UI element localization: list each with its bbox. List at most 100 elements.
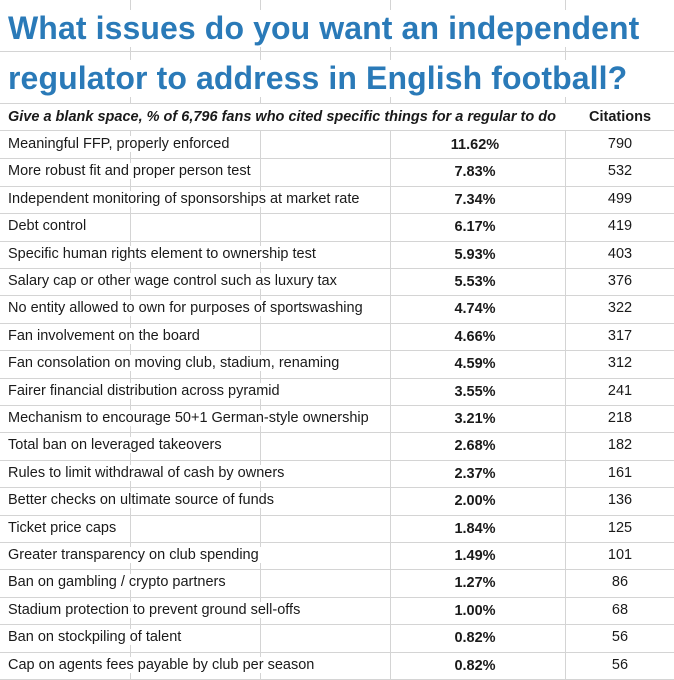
grid-row-line [0,213,674,214]
table-row: Specific human rights element to ownersh… [0,241,674,268]
issue-label: More robust fit and proper person test [8,163,253,179]
percent-value: 2.37% [454,466,496,482]
title-area: What issues do you want an independent r… [0,0,674,104]
table-row: More robust fit and proper person test 7.… [0,158,674,185]
citations-value: 532 [607,163,633,179]
percent-value: 0.82% [454,630,496,646]
percent-value: 5.93% [454,247,496,263]
table-row: Salary cap or other wage control such as… [0,268,674,295]
percent-value: 1.27% [454,575,496,591]
grid-row-line [0,515,674,516]
percent-value: 0.82% [454,658,496,674]
issue-label: Specific human rights element to ownersh… [8,246,318,262]
issue-label: Mechanism to encourage 50+1 German-style… [8,410,371,426]
citations-value: 419 [607,218,633,234]
percent-value: 6.17% [454,219,496,235]
issue-label: Fan consolation on moving club, stadium,… [8,355,342,371]
chart-title-line-1: What issues do you want an independent [8,10,644,47]
citations-column-header: Citations [588,109,652,125]
table-row: Stadium protection to prevent ground sel… [0,597,674,624]
table-row: Independent monitoring of sponsorships a… [0,186,674,213]
citations-value: 161 [607,465,633,481]
issue-label: Greater transparency on club spending [8,547,261,563]
issue-label: Fairer financial distribution across pyr… [8,383,282,399]
grid-row-line [0,487,674,488]
grid-row-line [0,186,674,187]
percent-value: 1.49% [454,548,496,564]
description-column-header: Give a blank space, % of 6,796 fans who … [8,109,556,125]
grid-row-line [0,268,674,269]
grid-row-line [0,295,674,296]
table-header-row: Give a blank space, % of 6,796 fans who … [0,104,674,130]
grid-row-line [0,542,674,543]
citations-value: 322 [607,300,633,316]
citations-value: 136 [607,492,633,508]
issue-label: Cap on agents fees payable by club per s… [8,657,317,673]
chart-title-line-2: regulator to address in English football… [8,60,632,97]
issue-label: Debt control [8,218,89,234]
table-row: Fairer financial distribution across pyr… [0,378,674,405]
issue-label: Ban on stockpiling of talent [8,629,184,645]
percent-value: 3.55% [454,384,496,400]
grid-row-line [0,432,674,433]
citations-value: 376 [607,273,633,289]
grid-row-line [0,158,674,159]
grid-row-line [0,405,674,406]
percent-value: 4.74% [454,301,496,317]
table-row: Rules to limit withdrawal of cash by own… [0,460,674,487]
grid-row-line [0,241,674,242]
percent-value: 4.59% [454,356,496,372]
percent-value: 7.34% [454,192,496,208]
table-row: Ban on stockpiling of talent 0.82% 56 [0,624,674,651]
table-row: Ban on gambling / crypto partners 1.27% 86 [0,569,674,596]
citations-value: 317 [607,328,633,344]
issue-label: Ticket price caps [8,520,119,536]
citations-value: 56 [611,629,629,645]
percent-value: 2.00% [454,493,496,509]
citations-value: 312 [607,355,633,371]
percent-value: 1.84% [454,521,496,537]
citations-value: 101 [607,547,633,563]
citations-value: 218 [607,410,633,426]
citations-value: 86 [611,574,629,590]
issue-label: Meaningful FFP, properly enforced [8,136,232,152]
table-row: Total ban on leveraged takeovers 2.68% 182 [0,432,674,459]
issue-label: Better checks on ultimate source of fund… [8,492,276,508]
issue-label: Stadium protection to prevent ground sel… [8,602,303,618]
issue-label: Ban on gambling / crypto partners [8,574,228,590]
citations-value: 403 [607,246,633,262]
citations-value: 125 [607,520,633,536]
percent-value: 7.83% [454,164,496,180]
citations-value: 56 [611,657,629,673]
percent-value: 11.62% [450,137,500,153]
grid-row-line [0,624,674,625]
issue-label: Independent monitoring of sponsorships a… [8,191,362,207]
percent-value: 3.21% [454,411,496,427]
grid-row-line [0,323,674,324]
issue-label: Total ban on leveraged takeovers [8,437,224,453]
grid-row-line [0,652,674,653]
table-row: Fan consolation on moving club, stadium,… [0,350,674,377]
grid-row-line [0,130,674,131]
table-row: Better checks on ultimate source of fund… [0,487,674,514]
issue-label: Fan involvement on the board [8,328,202,344]
table-row: Cap on agents fees payable by club per s… [0,652,674,679]
grid-row-line [0,378,674,379]
grid-row-line [0,569,674,570]
table-row: Fan involvement on the board 4.66% 317 [0,323,674,350]
percent-value: 2.68% [454,438,496,454]
table-row: Mechanism to encourage 50+1 German-style… [0,405,674,432]
citations-value: 182 [607,437,633,453]
percent-value: 1.00% [454,603,496,619]
table-row: No entity allowed to own for purposes of… [0,295,674,322]
citations-value: 499 [607,191,633,207]
percent-value: 4.66% [454,329,496,345]
citations-value: 68 [611,602,629,618]
citations-value: 790 [607,136,633,152]
table-row: Meaningful FFP, properly enforced 11.62% 7… [0,131,674,158]
grid-row-line [0,597,674,598]
grid-row-line [0,51,674,52]
citations-value: 241 [607,383,633,399]
issue-label: Rules to limit withdrawal of cash by own… [8,465,287,481]
table-row: Debt control 6.17% 419 [0,213,674,240]
